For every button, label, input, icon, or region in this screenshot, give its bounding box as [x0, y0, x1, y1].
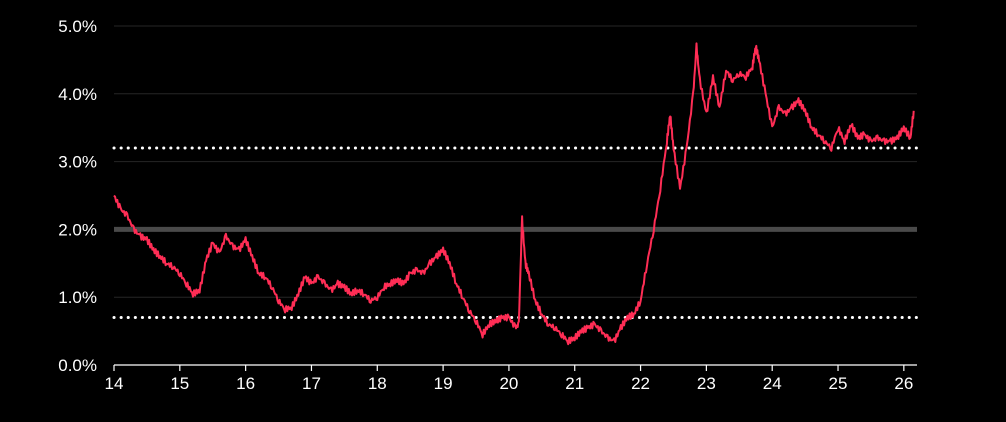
- x-tick-label: 23: [697, 374, 716, 393]
- x-tick-label: 25: [829, 374, 848, 393]
- y-tick-label: 0.0%: [58, 356, 97, 375]
- y-tick-label: 5.0%: [58, 17, 97, 36]
- y-tick-label: 1.0%: [58, 288, 97, 307]
- y-tick-label: 3.0%: [58, 153, 97, 172]
- x-tick-label: 19: [434, 374, 453, 393]
- gridlines: [114, 25, 917, 298]
- series-layer: [113, 42, 915, 346]
- y-tick-label: 4.0%: [58, 85, 97, 104]
- x-tick-label: 21: [565, 374, 584, 393]
- x-tick-label: 15: [170, 374, 189, 393]
- x-tick-label: 20: [499, 374, 518, 393]
- x-tick-label: 16: [236, 374, 255, 393]
- x-ticks: 14 15 16 17 18 19 20 21 22 23 24 25 26: [105, 365, 913, 393]
- y-ticks: 0.0% 1.0% 2.0% 3.0% 4.0% 5.0%: [58, 17, 97, 375]
- x-tick-label: 18: [368, 374, 387, 393]
- x-tick-label: 24: [763, 374, 782, 393]
- x-tick-label: 17: [302, 374, 321, 393]
- x-tick-label: 14: [105, 374, 124, 393]
- x-tick-label: 26: [894, 374, 913, 393]
- y-tick-label: 2.0%: [58, 220, 97, 239]
- series-line: [113, 42, 915, 346]
- x-tick-label: 22: [631, 374, 650, 393]
- reference-lines: [112, 146, 919, 320]
